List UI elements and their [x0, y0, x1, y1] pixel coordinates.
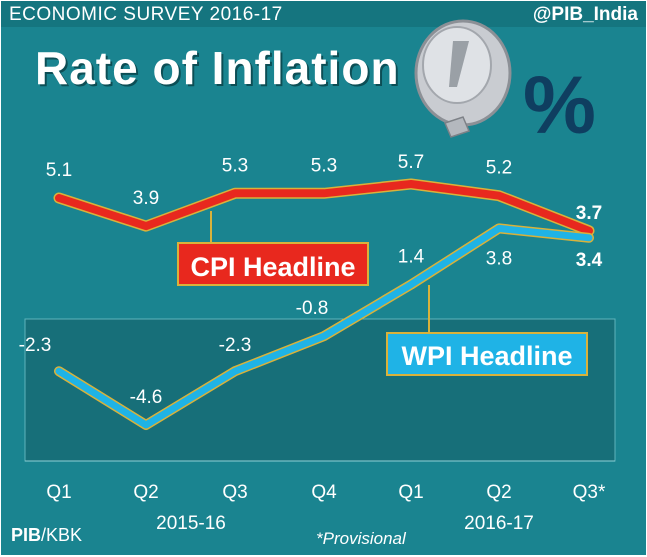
wpi-value-label: 3.4: [576, 250, 603, 271]
cpi-value-label: 5.7: [398, 152, 424, 173]
coin-balloon-icon: [414, 19, 512, 138]
wpi-value-label: 3.8: [486, 248, 512, 269]
series-layer: [53, 178, 595, 430]
cpi-value-label: 3.7: [576, 203, 602, 224]
wpi-value-label: 1.4: [398, 247, 425, 268]
x-tick-label: Q3*: [573, 482, 606, 503]
x-tick-label: Q2: [486, 482, 511, 503]
x-tick-label: Q4: [311, 482, 337, 503]
x-tick-label: Q3: [222, 482, 247, 503]
cpi-value-label: 5.2: [486, 158, 512, 179]
cpi-legend-box: CPI Headline: [177, 242, 369, 286]
series-line-cpi: [55, 180, 593, 235]
cpi-legend-label: CPI Headline: [190, 252, 355, 282]
x-tick-layer: Q1 Q2 Q3 Q4 Q1 Q2 Q3*: [46, 482, 606, 503]
twitter-handle: @PIB_India: [532, 4, 638, 25]
x-tick-label: Q1: [46, 482, 71, 503]
cpi-value-label: 5.1: [46, 160, 72, 181]
wpi-value-label: -2.3: [19, 335, 52, 356]
source-org: PIB: [11, 525, 42, 545]
page-title: Rate of Inflation: [35, 42, 400, 94]
year-label-2015-16: 2015-16: [156, 513, 226, 534]
value-label-layer: 5.1 3.9 5.3 5.3 5.7 5.2 3.7 -2.3 -4.6 -2.3 -0.8 1.4…: [19, 152, 603, 408]
wpi-value-label: -4.6: [130, 387, 163, 408]
percent-icon: %: [523, 60, 596, 151]
cpi-value-label: 5.3: [222, 155, 248, 176]
series-line-wpi: [55, 224, 593, 429]
wpi-legend-label: WPI Headline: [401, 341, 572, 371]
wpi-value-label: -0.8: [296, 298, 329, 319]
x-tick-label: Q2: [133, 482, 158, 503]
x-tick-label: Q1: [398, 482, 423, 503]
wpi-legend-box: WPI Headline: [386, 332, 588, 376]
year-label-2016-17: 2016-17: [464, 513, 534, 534]
top-bar: ECONOMIC SURVEY 2016-17 @PIB_India: [1, 1, 646, 27]
survey-title: ECONOMIC SURVEY 2016-17: [9, 4, 283, 25]
wpi-value-label: -2.3: [219, 335, 252, 356]
provisional-note: *Provisional: [316, 529, 406, 548]
source-credit: PIB/KBK: [11, 525, 82, 546]
cpi-value-label: 3.9: [133, 188, 159, 209]
cpi-value-label: 5.3: [311, 155, 337, 176]
source-suffix: /KBK: [41, 525, 83, 545]
